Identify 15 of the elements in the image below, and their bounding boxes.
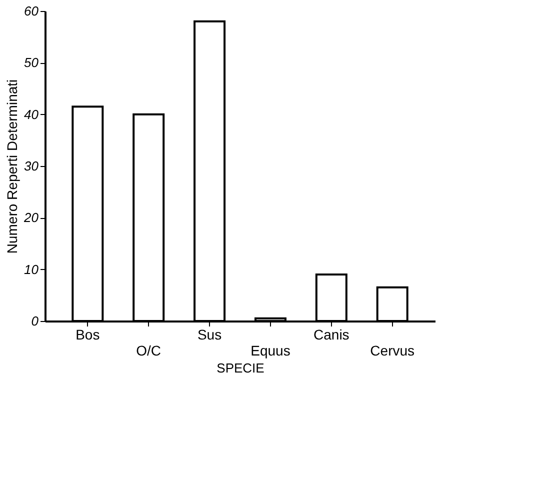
x-tick-label: O/C xyxy=(136,342,162,358)
y-tick-label: 60 xyxy=(24,4,40,18)
x-tick-label: Bos xyxy=(76,326,100,342)
y-axis-title: Numero Reperti Determinati xyxy=(4,79,20,254)
y-tick-label: 10 xyxy=(24,262,40,277)
x-tick-label: Equus xyxy=(250,342,290,358)
y-tick-label: 50 xyxy=(24,55,40,70)
y-tick-label: 20 xyxy=(23,210,40,226)
x-tick-label: Cervus xyxy=(370,342,415,358)
y-tick-label: 0 xyxy=(31,314,40,328)
x-tick-label: Canis xyxy=(314,326,350,342)
x-tick-label: Sus xyxy=(197,326,222,342)
y-tick-label: 30 xyxy=(24,158,40,174)
x-axis-title: SPECIE xyxy=(216,360,265,376)
y-tick-label: 40 xyxy=(24,106,40,122)
